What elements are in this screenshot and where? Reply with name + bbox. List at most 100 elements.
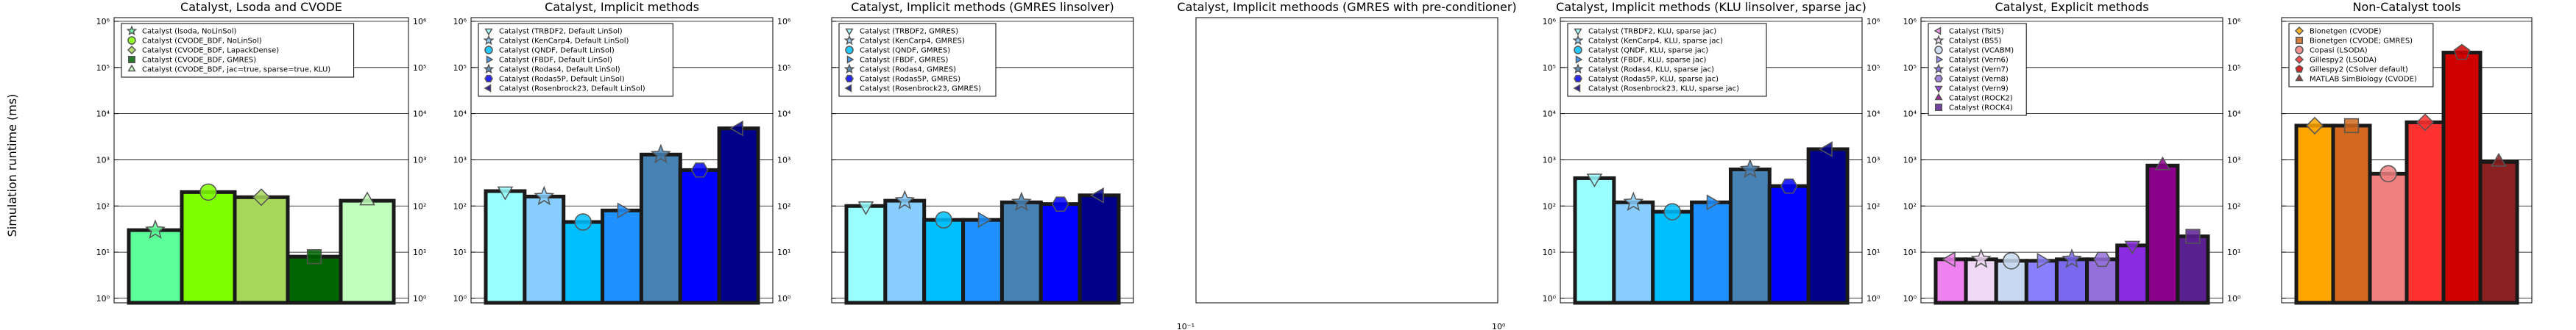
y-tick-label: 10⁰ [1543,294,1557,304]
legend [2288,23,2434,87]
y-tick-label: 10⁶ [453,17,467,26]
legend-star-icon [1572,35,1584,46]
legend-triangle-down-icon [484,28,493,36]
bar-marker-star-icon [1623,191,1644,212]
legend-entry: Catalyst (Rodas4, GMRES) [860,66,956,74]
bar [601,208,643,305]
bar-marker-triangle-left-icon [1090,187,1104,204]
y-tick-label: 10² [1543,201,1556,211]
y-tick-label: 10⁵ [2227,63,2240,73]
y-tick-label: 10⁴ [2227,110,2241,119]
y-tick-label: 10⁶ [1543,17,1557,26]
y-tick-label: 10¹ [1866,248,1880,257]
legend-diamond-icon [2294,26,2304,36]
bar [562,220,605,305]
legend-star-icon [1933,63,1945,74]
y-tick-label: 10⁴ [777,110,791,119]
y-tick-label: 10² [1866,201,1880,211]
y-tick-label: 10⁵ [453,63,467,73]
bar [1933,257,1968,305]
bar [2115,243,2150,305]
y-tick-label: 10⁶ [2227,17,2241,26]
bar [2441,51,2483,305]
bar [1651,209,1694,305]
bar [883,198,927,305]
bar-marker-square-icon [306,249,322,265]
legend-triangle-up-icon [127,64,136,72]
bar-marker-circle-icon [2379,165,2397,183]
legend-entry: Catalyst (ROCK2) [1949,95,2013,103]
legend-square-icon [1935,104,1942,111]
legend-star-icon [126,25,138,36]
legend-square-icon [2296,37,2303,44]
legend-triangle-down-icon [1934,85,1943,93]
bar [1964,257,1998,305]
legend-pentagon-icon [2295,65,2304,73]
y-tick-label: 10⁰ [96,294,110,304]
bar [1728,167,1772,305]
legend-entry: Catalyst (VCABM) [1949,47,2014,55]
legend-entry: Catalyst (TRBDF2, KLU, sparse jac) [1588,28,1716,36]
bar-marker-star-icon [1739,158,1761,179]
y-tick-label: 10⁴ [453,110,467,119]
legend-entry: Catalyst (CVODE_BDF, LapackDense) [142,47,279,55]
bar-marker-triangle-down-icon [497,186,514,201]
bar [961,218,1004,305]
y-tick-label: 10³ [96,155,110,165]
legend-star-icon [483,63,495,74]
legend-entry: Catalyst (lsoda, NoLinSol) [142,28,237,36]
bar [1806,147,1850,305]
legend-circle-icon [1574,46,1582,54]
y-tick-label: 10⁵ [96,63,110,73]
bar [1767,184,1811,305]
legend-entry: Catalyst (FBDF, GMRES) [860,57,948,65]
y-tick-label: 10⁵ [1543,63,1556,73]
legend-circle-icon [127,36,136,45]
y-tick-label: 10⁵ [777,63,790,73]
y-tick-label: 10¹ [413,248,426,257]
bar [678,168,721,305]
panel-title: Non-Catalyst tools [2353,0,2461,14]
legend-entry: Bionetgen (CVODE; GMRES) [2310,37,2413,46]
legend-entry: Catalyst (Vern6) [1949,57,2009,65]
y-tick-label: 10² [413,201,426,211]
y-tick-label: 10² [777,201,790,211]
legend-entry: Catalyst (Rodas5P, GMRES) [860,76,960,84]
bar [2294,123,2335,305]
bar-marker-circle-icon [2003,252,2020,270]
y-tick-label: 10¹ [2227,248,2240,257]
legend-entry: Catalyst (QNDF, KLU, sparse jac) [1588,47,1708,55]
legend-entry: Catalyst (Rosenbrock23, GMRES) [860,85,981,93]
bar-marker-triangle-up-icon [2491,152,2507,167]
legend-star-icon [843,35,855,46]
y-tick-label: 10³ [413,155,426,165]
bar [1038,202,1082,305]
legend-entry: Catalyst (CVODE_BDF, NoLinSol) [142,37,262,46]
bar [922,218,966,305]
legend-triangle-right-icon [846,55,854,64]
legend-hexagon-icon [484,74,493,83]
legend [121,23,355,78]
panel-title: Catalyst, Explicit methods [1995,0,2148,14]
panel-title: Catalyst, Implicit methods [545,0,699,14]
legend-entry: Gillespy2 (LSODA) [2310,57,2377,65]
corner-tick-label: 10⁻¹ [1177,322,1195,330]
legend-entry: Catalyst (Rodas4, Default LinSol) [499,66,620,74]
bar-marker-diamond-icon [2416,113,2435,132]
legend [1928,23,2027,116]
bar [999,200,1043,305]
y-tick-label: 10¹ [96,248,110,257]
legend-entry: Catalyst (Vern9) [1949,85,2009,93]
legend-entry: Catalyst (Rodas4, KLU, sparse jac) [1588,66,1714,74]
bar-marker-triangle-up-icon [2154,156,2171,171]
bar-marker-triangle-down-icon [1586,173,1603,187]
bar [2024,259,2059,305]
legend [1567,23,1767,97]
legend-entry: Catalyst (Tsit5) [1949,28,2004,36]
legend-hexagon-icon [845,74,854,83]
bar [2405,120,2446,305]
bar [1612,200,1655,305]
legend-entry: Catalyst (Vern7) [1949,66,2009,74]
legend-star-icon [483,35,495,46]
legend-entry: Gillespy2 (CSolver default) [2310,66,2408,74]
